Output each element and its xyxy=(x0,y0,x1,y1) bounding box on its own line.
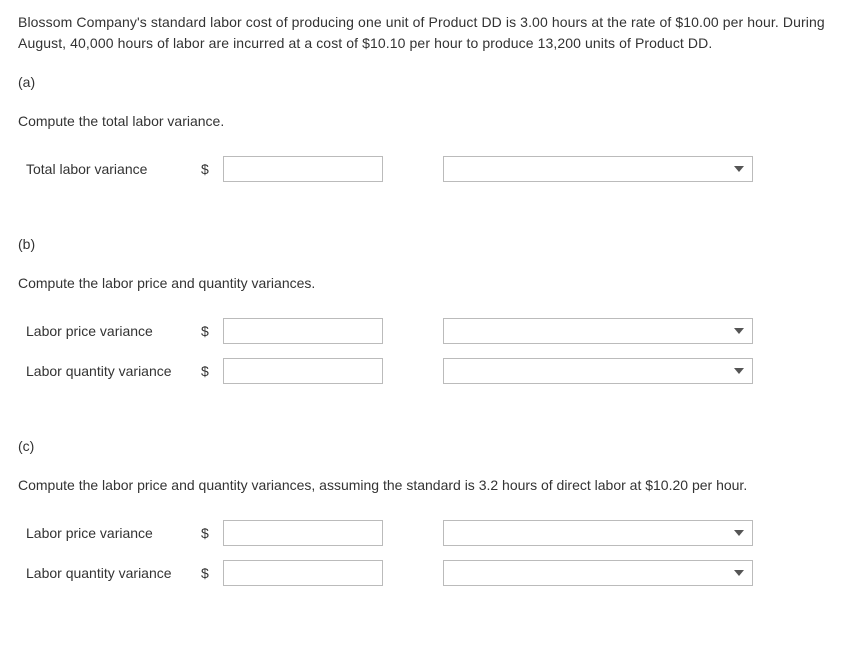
labor-quantity-variance-label-b: Labor quantity variance xyxy=(26,361,201,382)
part-b-instruction: Compute the labor price and quantity var… xyxy=(18,273,841,294)
part-c-label: (c) xyxy=(18,436,841,457)
labor-quantity-variance-row-c: Labor quantity variance $ xyxy=(18,560,841,586)
labor-price-variance-row-c: Labor price variance $ xyxy=(18,520,841,546)
total-labor-variance-select[interactable] xyxy=(443,156,753,182)
labor-price-variance-input-c[interactable] xyxy=(223,520,383,546)
total-labor-variance-row: Total labor variance $ xyxy=(18,156,841,182)
total-labor-variance-label: Total labor variance xyxy=(26,159,201,180)
labor-price-variance-input-b[interactable] xyxy=(223,318,383,344)
currency-symbol: $ xyxy=(201,361,223,382)
currency-symbol: $ xyxy=(201,159,223,180)
part-b-label: (b) xyxy=(18,234,841,255)
labor-price-variance-label-c: Labor price variance xyxy=(26,523,201,544)
labor-quantity-variance-input-c[interactable] xyxy=(223,560,383,586)
problem-statement: Blossom Company's standard labor cost of… xyxy=(18,12,841,54)
part-a-instruction: Compute the total labor variance. xyxy=(18,111,841,132)
labor-price-variance-row-b: Labor price variance $ xyxy=(18,318,841,344)
labor-price-variance-select-b[interactable] xyxy=(443,318,753,344)
total-labor-variance-input[interactable] xyxy=(223,156,383,182)
currency-symbol: $ xyxy=(201,563,223,584)
labor-quantity-variance-row-b: Labor quantity variance $ xyxy=(18,358,841,384)
labor-quantity-variance-input-b[interactable] xyxy=(223,358,383,384)
part-c-instruction: Compute the labor price and quantity var… xyxy=(18,475,841,496)
labor-quantity-variance-select-c[interactable] xyxy=(443,560,753,586)
labor-quantity-variance-label-c: Labor quantity variance xyxy=(26,563,201,584)
currency-symbol: $ xyxy=(201,321,223,342)
labor-quantity-variance-select-b[interactable] xyxy=(443,358,753,384)
labor-price-variance-label-b: Labor price variance xyxy=(26,321,201,342)
currency-symbol: $ xyxy=(201,523,223,544)
part-a-label: (a) xyxy=(18,72,841,93)
labor-price-variance-select-c[interactable] xyxy=(443,520,753,546)
